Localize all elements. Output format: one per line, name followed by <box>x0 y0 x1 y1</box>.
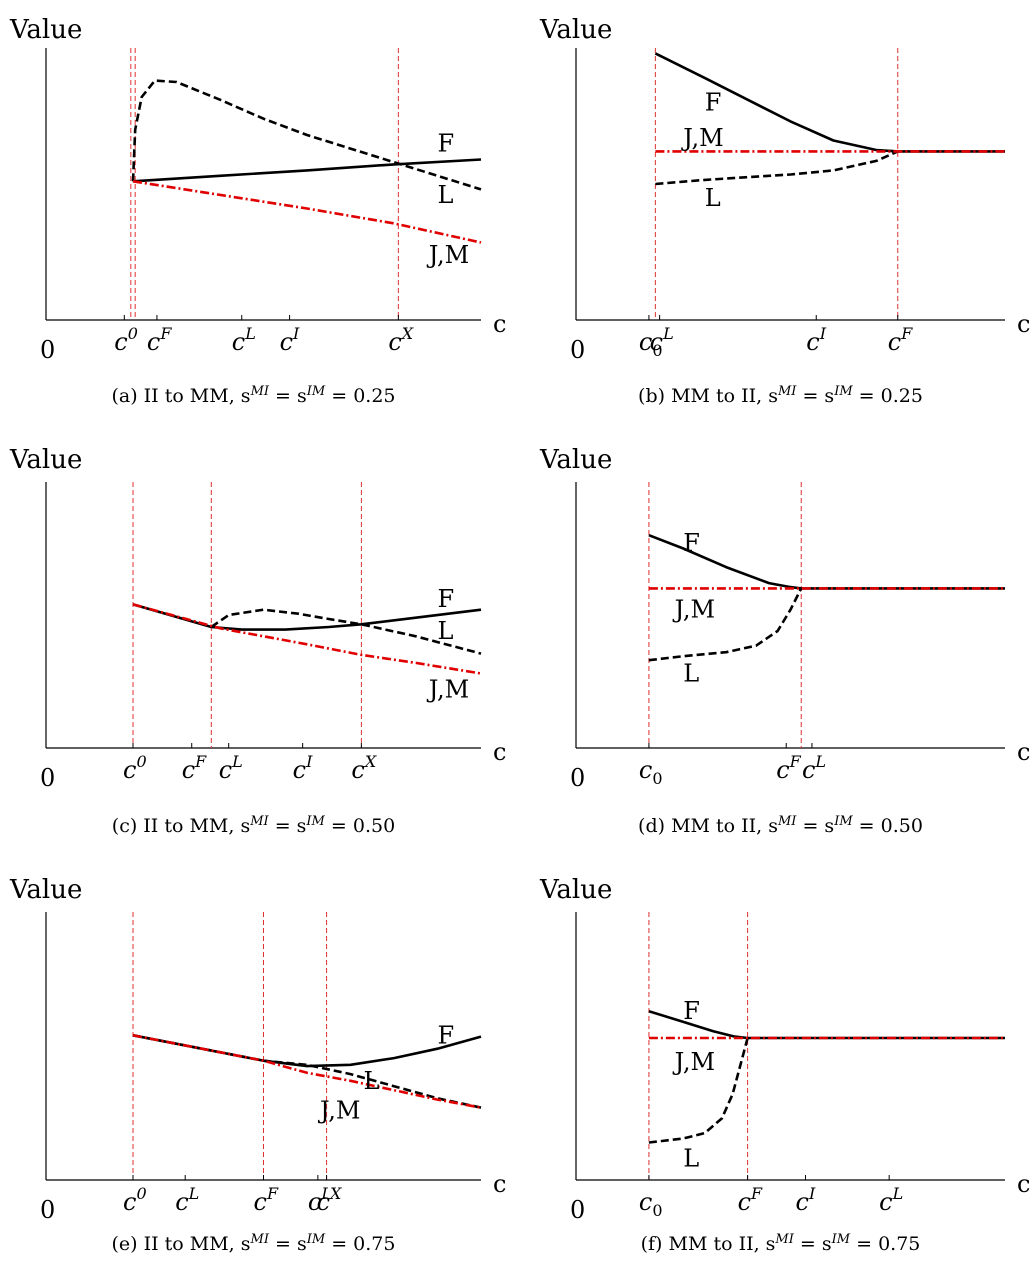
x-tick-label: c0 <box>123 752 147 784</box>
y-axis-label: Value <box>9 445 82 475</box>
y-axis-label: Value <box>539 15 612 45</box>
x-tick-label: cX <box>317 1184 342 1216</box>
x-tick-label: cI <box>308 1184 328 1216</box>
x-tick-label: cI <box>806 324 826 356</box>
curve-label: F <box>438 1021 455 1049</box>
series-line-f <box>132 1034 482 1068</box>
panel-caption: (f) MM to II, sMI = sIM = 0.75 <box>641 1232 921 1256</box>
x-tick-label: cF <box>254 1184 279 1216</box>
series-line-l <box>648 1037 749 1144</box>
x-tick-label: cI <box>293 752 313 784</box>
series-line-f <box>132 158 482 183</box>
series-line-f <box>648 533 1005 590</box>
curve-label: F <box>705 89 722 117</box>
series-line-f <box>648 1009 1005 1040</box>
x-axis-label: c <box>493 738 506 766</box>
y-axis-label: Value <box>539 875 612 905</box>
x-tick-label: cL <box>802 752 826 784</box>
curve-label: L <box>683 660 699 688</box>
x-tick-label: c0 <box>114 324 138 356</box>
curve-label: F <box>683 997 700 1025</box>
x-tick-label: cX <box>351 752 376 784</box>
series-line-jm <box>132 603 482 675</box>
series-line-f <box>132 603 482 631</box>
curve-label: L <box>438 617 454 645</box>
series-line-l <box>131 79 482 191</box>
x-tick-label: cF <box>147 324 172 356</box>
panel-caption: (b) MM to II, sMI = sIM = 0.25 <box>638 384 923 408</box>
curve-label: F <box>683 529 700 557</box>
curve-label: J,M <box>317 1096 360 1124</box>
curve-label: J,M <box>680 124 723 152</box>
x-tick-label: cL <box>232 324 256 356</box>
x-tick-label: cF <box>776 752 801 784</box>
panel-caption: (a) II to MM, sMI = sIM = 0.25 <box>111 384 395 408</box>
panel-caption: (e) II to MM, sMI = sIM = 0.75 <box>112 1232 396 1256</box>
origin-label: 0 <box>40 336 55 364</box>
curve-label: L <box>438 181 454 209</box>
origin-label: 0 <box>570 764 585 792</box>
x-tick-label: cX <box>388 324 413 356</box>
x-axis-label: c <box>493 1170 506 1198</box>
curve-label: J,M <box>426 675 469 703</box>
x-tick-label: cI <box>280 324 300 356</box>
curve-label: L <box>683 1145 699 1173</box>
x-tick-label: cL <box>650 324 674 356</box>
x-axis-label: c <box>493 310 506 338</box>
curve-label: J,M <box>426 241 469 269</box>
series-line-l <box>648 587 803 662</box>
x-tick-label: c0 <box>123 1184 147 1216</box>
panel-caption: (d) MM to II, sMI = sIM = 0.50 <box>638 814 923 838</box>
curve-label: J,M <box>672 596 715 624</box>
panel-caption: (c) II to MM, sMI = sIM = 0.50 <box>112 814 395 838</box>
curve-label: F <box>438 585 455 613</box>
origin-label: 0 <box>570 1196 585 1224</box>
x-tick-label: cF <box>888 324 913 356</box>
series-line-l <box>210 608 482 655</box>
x-tick-label: c0 <box>639 756 663 788</box>
x-tick-label: cF <box>182 752 207 784</box>
y-axis-label: Value <box>9 875 82 905</box>
curve-label: F <box>438 129 455 157</box>
curve-label: L <box>705 184 721 212</box>
x-tick-label: cI <box>796 1184 816 1216</box>
x-tick-label: cL <box>879 1184 903 1216</box>
x-tick-label: cL <box>219 752 243 784</box>
x-tick-label: c0 <box>639 328 663 360</box>
x-axis-label: c <box>1017 738 1030 766</box>
series-line-jm <box>132 1034 482 1109</box>
origin-label: 0 <box>570 336 585 364</box>
x-tick-label: cL <box>175 1184 199 1216</box>
x-axis-label: c <box>1017 1170 1030 1198</box>
origin-label: 0 <box>40 1196 55 1224</box>
x-axis-label: c <box>1017 310 1030 338</box>
curve-label: L <box>364 1067 380 1095</box>
series-line-l <box>655 150 899 186</box>
y-axis-label: Value <box>9 15 82 45</box>
series-line-jm <box>132 180 482 244</box>
origin-label: 0 <box>40 764 55 792</box>
y-axis-label: Value <box>539 445 612 475</box>
curve-label: J,M <box>672 1048 715 1076</box>
x-tick-label: cF <box>738 1184 763 1216</box>
x-tick-label: c0 <box>639 1188 663 1220</box>
